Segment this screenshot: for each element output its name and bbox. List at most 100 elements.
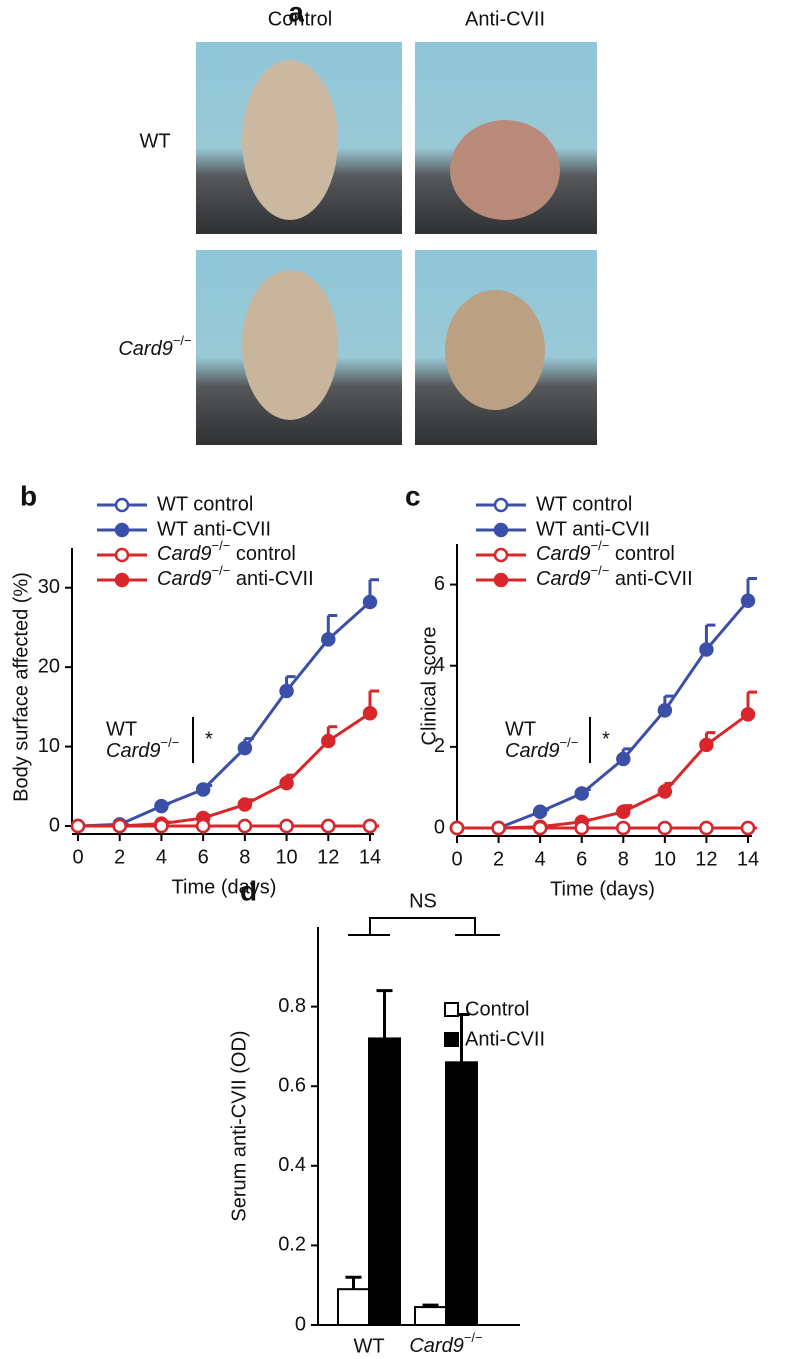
point (532, 804, 548, 820)
error-bar (376, 989, 393, 1039)
point (279, 818, 294, 834)
annotation: Card9−/−​ (505, 735, 578, 762)
point (699, 820, 714, 836)
y-tick-label: 0.8 (278, 995, 306, 1017)
x-tick-label: 0 (72, 846, 83, 868)
y-tick-label: 20 (38, 655, 60, 677)
legend-marker (493, 522, 509, 538)
ear (445, 290, 545, 410)
x-tick-label: Card9−/−​ (409, 1330, 482, 1357)
x-tick-label: 14 (359, 846, 381, 868)
annotation: NS (409, 890, 437, 912)
point (740, 820, 756, 836)
bracket (348, 917, 500, 936)
legend-marker (114, 522, 130, 538)
point (657, 703, 673, 718)
y-axis-label: Serum anti-CVII (OD) (228, 1030, 250, 1221)
y-tick-label: 6 (434, 573, 445, 595)
legend-label: WT control (157, 493, 253, 515)
point (321, 733, 336, 749)
point (154, 798, 169, 814)
legend-marker (493, 572, 509, 588)
x-tick-label: 6 (576, 848, 587, 870)
point (321, 632, 336, 647)
point (362, 594, 378, 610)
ear (450, 120, 560, 220)
legend-label: Anti-CVII (465, 1028, 545, 1050)
point (740, 593, 756, 609)
point (279, 683, 294, 699)
x-tick-label: 14 (737, 848, 759, 870)
x-tick-label: 12 (317, 846, 339, 868)
x-tick-label: 2 (493, 848, 504, 870)
y-tick-label: 0 (49, 814, 60, 836)
point (154, 818, 169, 834)
point (195, 782, 211, 797)
bar (368, 1037, 401, 1326)
point (321, 818, 336, 834)
legend-label: WT control (536, 493, 632, 515)
legend-label: Card9−/− control (157, 538, 296, 565)
legend-marker (493, 497, 509, 513)
y-tick-label: 0 (295, 1313, 306, 1335)
legend-label: WT anti-CVII (157, 518, 271, 540)
x-tick-label: 0 (451, 848, 462, 870)
x-tick-label: 10 (275, 846, 297, 868)
point (657, 820, 673, 836)
annotation: * (602, 728, 610, 750)
panel-label: d (240, 875, 257, 906)
x-tick-label: 8 (239, 846, 250, 868)
panel-label: c (405, 480, 421, 511)
series (70, 578, 379, 834)
point (195, 818, 211, 834)
legend-marker (114, 547, 130, 563)
point (112, 818, 127, 834)
point (532, 820, 548, 836)
point (237, 740, 253, 756)
panel-label: a (288, 0, 304, 27)
y-tick-label: 0.2 (278, 1234, 306, 1256)
x-tick-label: 4 (535, 848, 546, 870)
column-label: Control (268, 8, 332, 30)
legend-marker (114, 572, 130, 588)
series (449, 690, 757, 836)
point (616, 820, 631, 836)
x-tick-label: 6 (198, 846, 209, 868)
y-axis-label: Clinical score (418, 627, 440, 746)
legend-swatch (444, 1032, 459, 1047)
series (449, 576, 757, 836)
row-label: WT (139, 130, 170, 152)
x-tick-label: 12 (695, 848, 717, 870)
legend-label: Card9−/− control (536, 538, 675, 565)
point (491, 820, 506, 836)
point (616, 804, 631, 820)
legend-label: Card9−/− anti-CVII (536, 563, 693, 590)
series (70, 818, 379, 834)
legend-label: Control (465, 998, 529, 1020)
y-tick-label: 0.6 (278, 1074, 306, 1096)
point (574, 820, 589, 836)
point (699, 642, 714, 657)
y-tick-label: 30 (38, 576, 60, 598)
point (237, 797, 253, 812)
bar (337, 1288, 370, 1327)
legend-swatch (444, 1002, 459, 1017)
y-tick-label: 0 (434, 816, 445, 838)
point (362, 705, 378, 721)
x-tick-label: 2 (114, 846, 125, 868)
y-tick-label: 10 (38, 735, 60, 757)
error-bar (345, 1275, 362, 1290)
point (237, 818, 253, 834)
ns-bracket (348, 917, 500, 936)
row-label: Card9−/−​ (118, 333, 191, 360)
bar (414, 1306, 447, 1326)
annotation: Card9−/−​ (106, 735, 179, 762)
legend-label: WT anti-CVII (536, 518, 650, 540)
x-tick-label: 8 (618, 848, 629, 870)
x-tick-label: 4 (156, 846, 167, 868)
ear (242, 270, 338, 420)
photos (196, 42, 597, 445)
y-axis-label: Body surface affected (%) (10, 572, 32, 802)
legend-label: Card9−/− anti-CVII (157, 563, 314, 590)
